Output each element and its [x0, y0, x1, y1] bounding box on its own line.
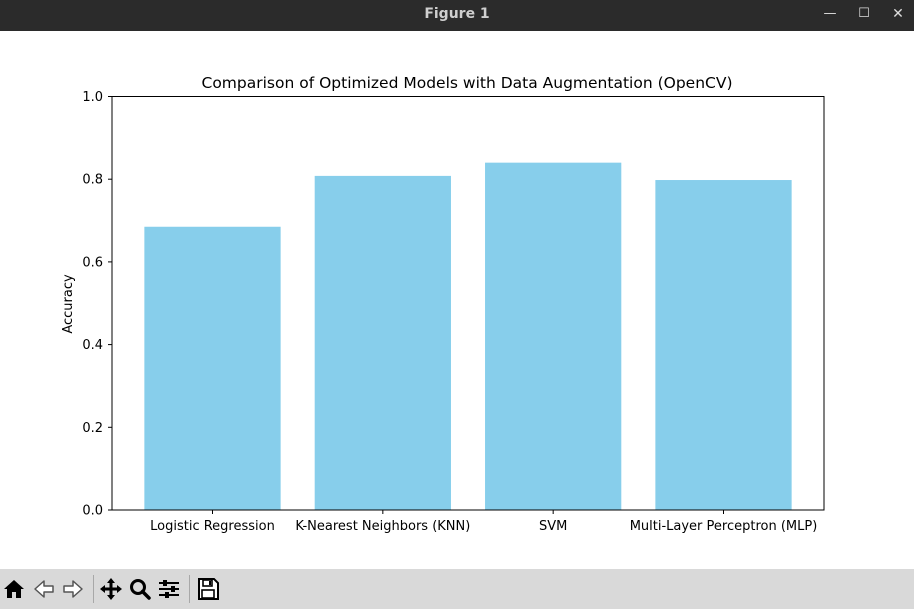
y-tick-label: 0.6 — [82, 255, 103, 270]
y-tick-label: 0.4 — [82, 338, 103, 353]
window-titlebar: Figure 1 — ☐ ✕ — [0, 0, 914, 31]
configure-subplots-icon — [159, 580, 179, 598]
y-tick-label: 0.2 — [82, 421, 103, 436]
y-tick-label: 0.0 — [82, 504, 103, 519]
zoom-icon — [130, 579, 151, 600]
bars-group — [144, 162, 792, 511]
y-tick-label: 0.8 — [82, 173, 103, 188]
bar-3 — [655, 180, 792, 511]
chart-title: Comparison of Optimized Models with Data… — [202, 74, 733, 92]
bar-2 — [485, 162, 622, 510]
y-tick-label: 1.0 — [82, 90, 103, 105]
forward-icon — [63, 580, 83, 598]
home-button[interactable] — [1, 576, 27, 602]
x-ticks-group: Logistic Regression K-Nearest Neighbors (… — [150, 510, 817, 534]
bar-0 — [144, 226, 281, 510]
plot-frame — [111, 96, 825, 511]
close-button[interactable]: ✕ — [892, 6, 904, 22]
zoom-button[interactable] — [127, 576, 153, 602]
x-tick-label: Multi-Layer Perceptron (MLP) — [630, 519, 818, 534]
window-title: Figure 1 — [424, 6, 490, 22]
bar-chart: Comparison of Optimized Models with Data… — [61, 74, 825, 534]
save-icon — [198, 578, 219, 600]
x-tick-label: SVM — [539, 519, 567, 534]
pan-button[interactable] — [98, 576, 124, 602]
maximize-button[interactable]: ☐ — [858, 6, 870, 21]
minimize-button[interactable]: — — [823, 6, 837, 21]
forward-button[interactable] — [60, 576, 86, 602]
configure-subplots-button[interactable] — [156, 576, 182, 602]
toolbar-separator — [189, 575, 190, 603]
pan-icon — [100, 578, 122, 600]
back-button[interactable] — [31, 576, 57, 602]
bar-1 — [314, 175, 451, 510]
save-button[interactable] — [195, 576, 221, 602]
toolbar-separator — [93, 575, 94, 603]
y-ticks-group: 0.0 0.2 0.4 0.6 0.8 1.0 — [82, 90, 112, 519]
back-icon — [34, 580, 54, 598]
x-tick-label: Logistic Regression — [150, 519, 275, 534]
y-axis-label: Accuracy — [61, 274, 76, 334]
figure-toolbar — [0, 569, 914, 609]
x-tick-label: K-Nearest Neighbors (KNN) — [295, 519, 470, 534]
home-icon — [4, 580, 24, 598]
